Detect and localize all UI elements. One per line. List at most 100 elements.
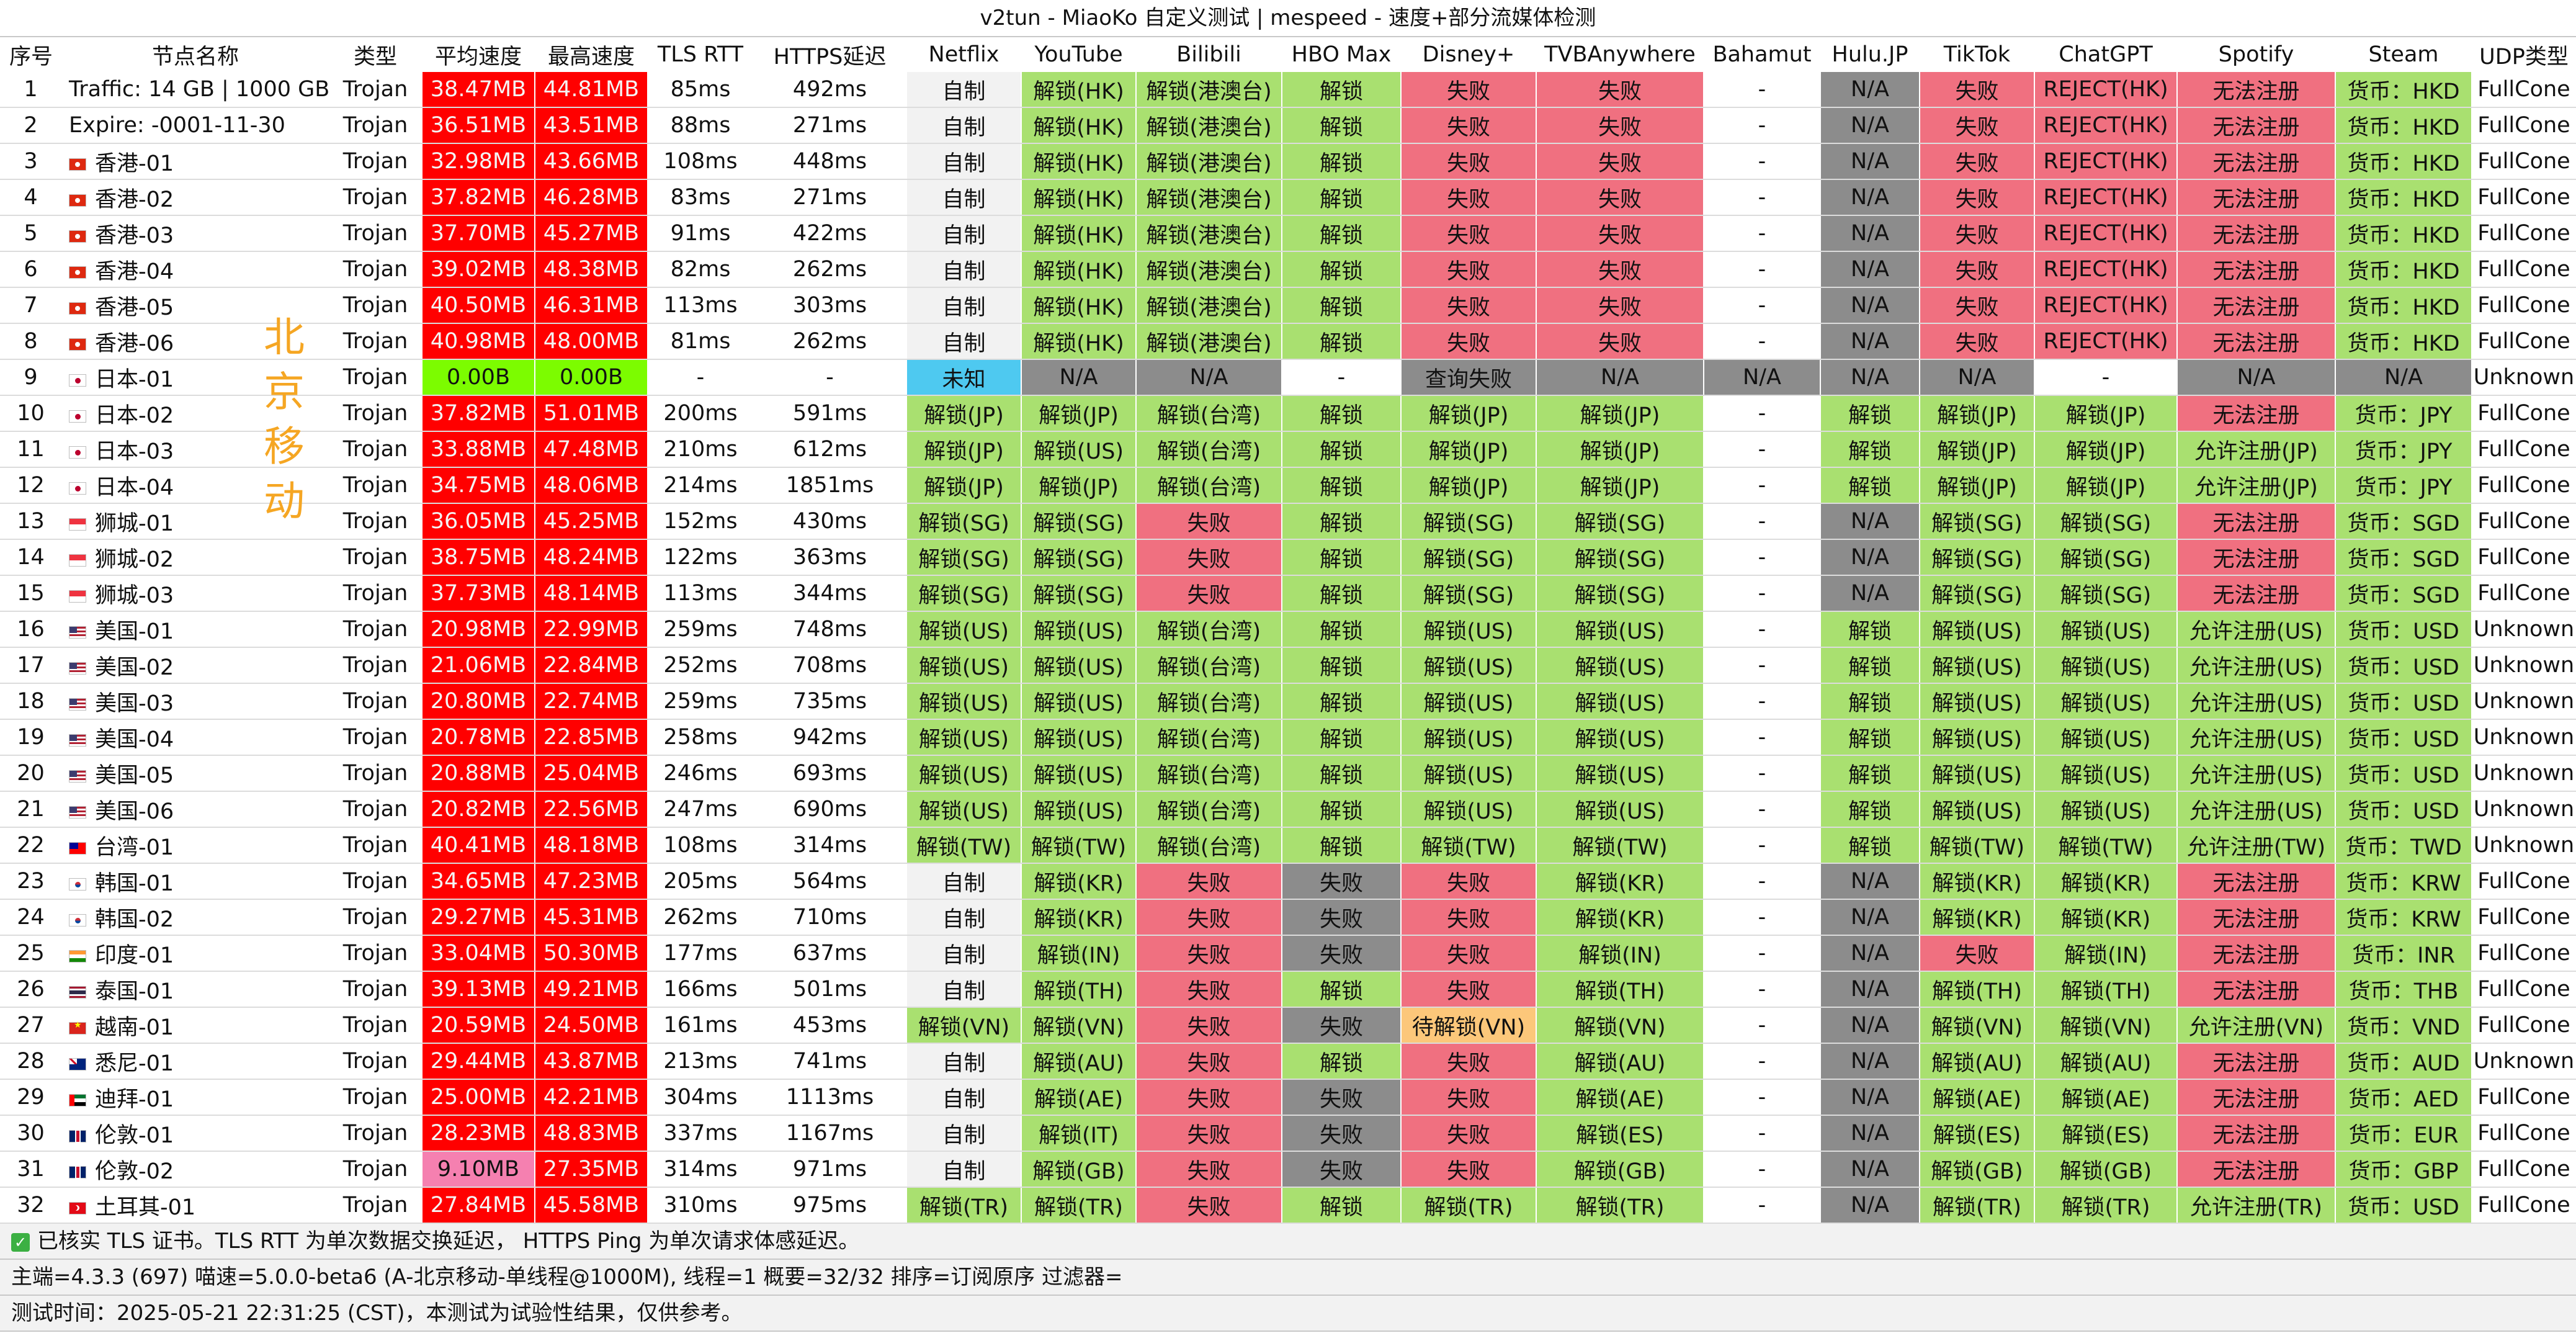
header-col-chatgpt: ChatGPT [2034, 37, 2177, 72]
cell-tvbanywhere: 解锁(KR) [1536, 899, 1704, 936]
cell-hbo-max: 解锁 [1282, 107, 1402, 144]
cell-youtube: 解锁(SG) [1021, 503, 1137, 540]
cell-hulu-jp: N/A [1820, 1115, 1920, 1152]
cell-disney: 失败 [1401, 1043, 1537, 1080]
backend-info: 主端=4.3.3 (697) 喵速=5.0.0-beta6 (A-北京移动-单线… [0, 1260, 2576, 1296]
table-row: 20 美国-05 Trojan 20.88MB 25.04MB 246ms 693ms 解锁(… [0, 755, 2576, 792]
cell-hulu-jp: N/A [1820, 1043, 1920, 1080]
cell-netflix: 解锁(US) [906, 791, 1022, 828]
cell-hbo-max: - [1282, 359, 1402, 396]
cell-bilibili: 解锁(港澳台) [1136, 323, 1282, 360]
cell-avg-speed: 29.27MB [422, 899, 535, 936]
cell-chatgpt: REJECT(HK) [2034, 251, 2178, 288]
cell-node-name: 越南-01 [62, 1007, 329, 1044]
table-row: 28 悉尼-01 Trojan 29.44MB 43.87MB 213ms 741ms 自制解… [0, 1043, 2576, 1080]
cell-type: Trojan [329, 827, 423, 864]
cell-tiktok: 解锁(US) [1920, 719, 2035, 756]
cell-https-latency: 363ms [753, 539, 907, 576]
cell-bahamut: - [1704, 1043, 1821, 1080]
cell-spotify: 无法注册 [2177, 935, 2336, 972]
cell-hulu-jp: N/A [1820, 107, 1920, 144]
cell-tiktok: 解锁(US) [1920, 683, 2035, 720]
cell-bilibili: 解锁(台湾) [1136, 755, 1282, 792]
cell-tiktok: 失败 [1920, 215, 2035, 252]
cell-max-speed: 0.00B [535, 359, 648, 396]
cell-tiktok: 解锁(US) [1920, 755, 2035, 792]
cell-spotify: 无法注册 [2177, 107, 2336, 144]
cell-hulu-jp: N/A [1820, 575, 1920, 612]
cell-hbo-max: 解锁 [1282, 575, 1402, 612]
cell-netflix: 解锁(VN) [906, 1007, 1022, 1044]
cell-tiktok: 解锁(US) [1920, 611, 2035, 648]
flag-tw-icon [69, 842, 86, 855]
cell-https-latency: 690ms [753, 791, 907, 828]
cell-max-speed: 50.30MB [535, 935, 648, 972]
node-name-text: Expire: -0001-11-30 [69, 113, 285, 138]
cell-tiktok: 解锁(JP) [1920, 467, 2035, 504]
cell-spotify: 无法注册 [2177, 539, 2336, 576]
window-title: v2tun - MiaoKo 自定义测试 | mespeed - 速度+部分流媒… [0, 0, 2576, 37]
cell-chatgpt: - [2034, 359, 2178, 396]
cell-node-name: 伦敦-02 [62, 1151, 329, 1188]
cell-bahamut: - [1704, 143, 1821, 180]
node-name-text: 越南-01 [95, 1015, 174, 1040]
cell-youtube: 解锁(US) [1021, 719, 1137, 756]
cell-type: Trojan [329, 72, 423, 108]
cell-https-latency: 693ms [753, 755, 907, 792]
cell-type: Trojan [329, 647, 423, 684]
cell-hulu-jp: 解锁 [1820, 827, 1920, 864]
cell-youtube: 解锁(US) [1021, 791, 1137, 828]
cell-node-name: 日本-03 [62, 431, 329, 468]
cell-max-speed: 47.23MB [535, 863, 648, 900]
cell-netflix: 解锁(SG) [906, 575, 1022, 612]
cell-chatgpt: 解锁(JP) [2034, 395, 2178, 432]
cell-no: 21 [0, 791, 63, 828]
cell-disney: 解锁(US) [1401, 683, 1537, 720]
cell-max-speed: 22.56MB [535, 791, 648, 828]
cell-bahamut: - [1704, 1187, 1821, 1224]
cell-tiktok: 解锁(TH) [1920, 971, 2035, 1008]
cell-node-name: 迪拜-01 [62, 1079, 329, 1116]
cell-bahamut: - [1704, 755, 1821, 792]
cell-avg-speed: 32.98MB [422, 143, 535, 180]
cell-max-speed: 22.99MB [535, 611, 648, 648]
cell-tls-rtt: 81ms [648, 323, 754, 360]
cell-type: Trojan [329, 503, 423, 540]
cell-max-speed: 48.24MB [535, 539, 648, 576]
cell-max-speed: 22.84MB [535, 647, 648, 684]
cell-youtube: 解锁(HK) [1021, 323, 1137, 360]
cell-netflix: 自制 [906, 971, 1022, 1008]
cell-no: 5 [0, 215, 63, 252]
cell-type: Trojan [329, 287, 423, 324]
cell-spotify: 无法注册 [2177, 1079, 2336, 1116]
cell-hulu-jp: N/A [1820, 1151, 1920, 1188]
cell-avg-speed: 0.00B [422, 359, 535, 396]
cell-steam: 货币：JPY [2335, 431, 2472, 468]
cell-steam: 货币：TWD [2335, 827, 2472, 864]
node-name-text: 香港-06 [95, 331, 174, 356]
cell-chatgpt: REJECT(HK) [2034, 215, 2178, 252]
cell-hbo-max: 失败 [1282, 1079, 1402, 1116]
cell-hbo-max: 失败 [1282, 1007, 1402, 1044]
flag-hk-icon [69, 230, 86, 243]
cell-tvbanywhere: 解锁(VN) [1536, 1007, 1704, 1044]
cell-tiktok: 解锁(AU) [1920, 1043, 2035, 1080]
cell-avg-speed: 20.78MB [422, 719, 535, 756]
cell-no: 32 [0, 1187, 63, 1224]
cell-type: Trojan [329, 359, 423, 396]
cell-steam: 货币：HKD [2335, 107, 2472, 144]
cell-steam: 货币：THB [2335, 971, 2472, 1008]
node-name-text: 香港-03 [95, 223, 174, 248]
header-col-disney: Disney+ [1401, 37, 1536, 72]
node-name-text: 日本-04 [95, 475, 174, 500]
cell-hulu-jp: N/A [1820, 539, 1920, 576]
cell-steam: 货币：USD [2335, 719, 2472, 756]
cell-tvbanywhere: 解锁(US) [1536, 647, 1704, 684]
cell-tls-rtt: 247ms [648, 791, 754, 828]
cell-no: 17 [0, 647, 63, 684]
cell-netflix: 自制 [906, 72, 1022, 108]
cell-udp-type: FullCone [2472, 179, 2576, 216]
header-col-udp-type: UDP类型 [2472, 37, 2576, 72]
flag-kr-icon [69, 877, 86, 891]
cell-max-speed: 48.18MB [535, 827, 648, 864]
